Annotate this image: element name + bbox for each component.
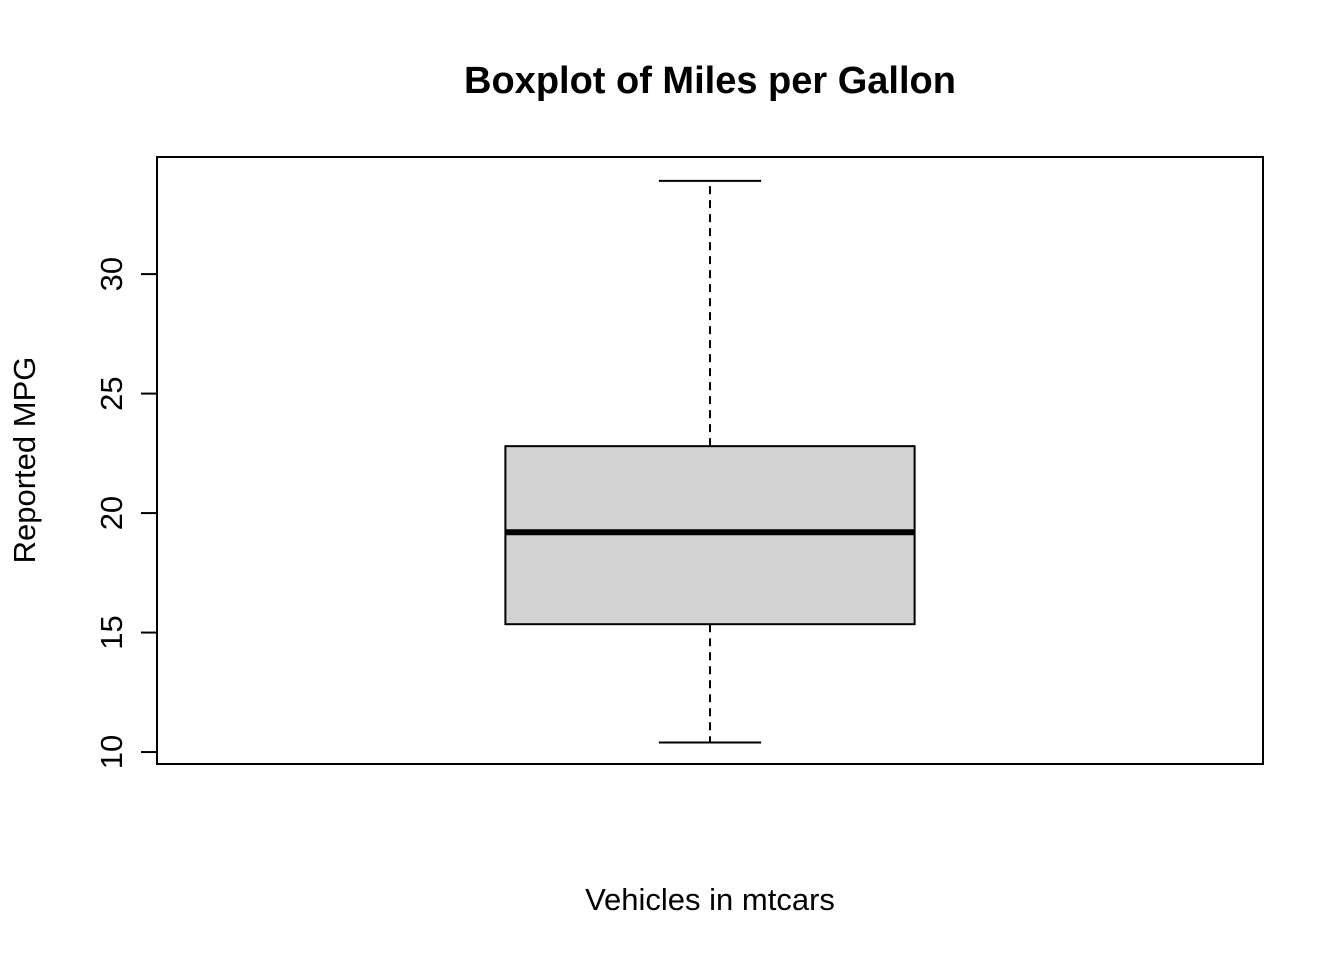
x-axis-label: Vehicles in mtcars (585, 882, 835, 917)
y-tick-label-20: 20 (94, 496, 129, 530)
y-tick-label-15: 15 (94, 615, 129, 649)
y-axis: 10 15 20 25 30 (94, 257, 158, 769)
box-group (504, 179, 916, 744)
chart-title: Boxplot of Miles per Gallon (464, 60, 956, 102)
y-axis-label: Reported MPG (7, 357, 42, 564)
y-tick-label-10: 10 (94, 735, 129, 769)
y-tick-label-25: 25 (94, 376, 129, 410)
y-tick-label-30: 30 (94, 257, 129, 291)
